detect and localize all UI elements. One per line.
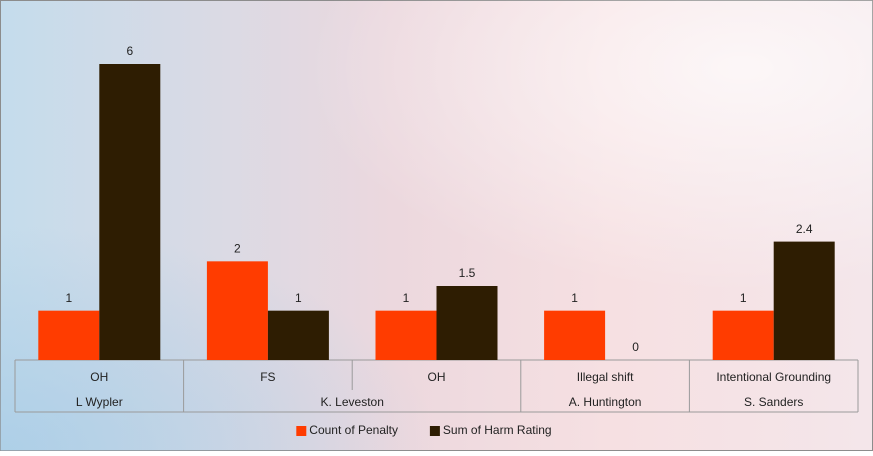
legend-label: Count of Penalty [309,423,398,437]
bar [99,64,161,360]
x-tick-label: OH [90,370,108,384]
group-label: A. Huntington [569,395,642,409]
data-label: 1 [403,291,410,305]
data-label: 1 [571,291,578,305]
bar [206,261,268,360]
group-label: K. Leveston [321,395,384,409]
data-label: 1.5 [459,266,476,280]
bar [712,310,774,360]
legend-swatch [429,426,440,436]
data-label: 1 [65,291,72,305]
data-label: 0 [632,340,639,354]
x-tick-label: Intentional Grounding [716,370,831,384]
data-label: 1 [740,291,747,305]
x-tick-label: Illegal shift [577,370,634,384]
bar [38,310,100,360]
data-label: 1 [295,291,302,305]
bar [544,310,606,360]
bar [267,310,329,360]
data-label: 2.4 [796,222,813,236]
bar [375,310,437,360]
group-label: L Wypler [76,395,123,409]
group-label: S. Sanders [744,395,803,409]
data-label: 6 [126,44,133,58]
bar [436,286,498,360]
data-label: 2 [234,242,241,256]
legend-label: Sum of Harm Rating [443,423,552,437]
legend-swatch [296,426,307,436]
x-tick-label: FS [260,370,275,384]
bar [773,241,835,360]
x-tick-label: OH [428,370,446,384]
